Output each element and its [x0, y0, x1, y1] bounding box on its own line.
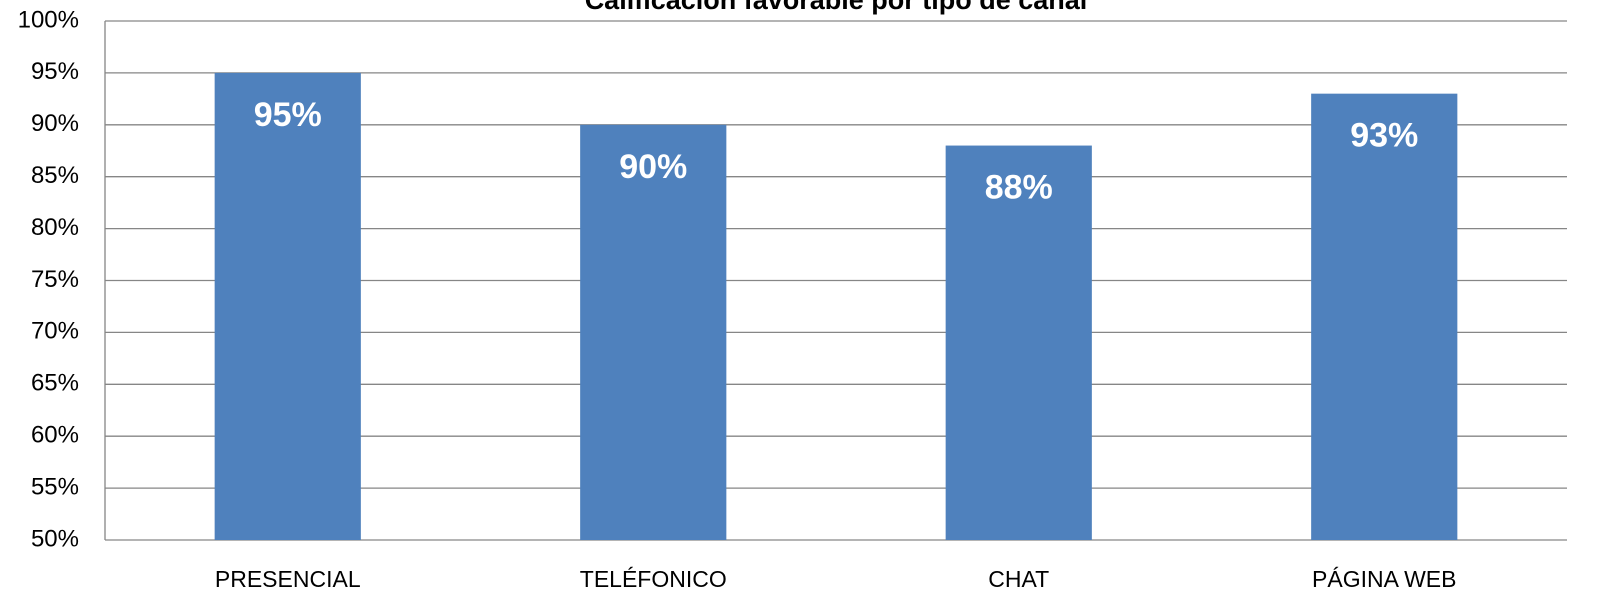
chart-title: Calificación favorable por tipo de canal — [585, 0, 1088, 15]
y-tick-label: 85% — [31, 162, 79, 189]
y-tick-label: 55% — [31, 473, 79, 500]
data-label: 93% — [1350, 117, 1418, 155]
y-tick-label: 50% — [31, 525, 79, 552]
data-label: 95% — [254, 96, 322, 134]
bar — [1311, 93, 1458, 540]
data-label: 90% — [619, 148, 687, 186]
x-tick-label: CHAT — [988, 566, 1049, 592]
y-tick-label: 100% — [18, 6, 79, 33]
bar — [580, 124, 727, 541]
y-tick-label: 95% — [31, 58, 79, 85]
x-tick-label: PÁGINA WEB — [1312, 566, 1456, 592]
y-tick-label: 60% — [31, 422, 79, 449]
x-tick-label: PRESENCIAL — [215, 566, 361, 592]
y-tick-label: 70% — [31, 318, 79, 345]
x-tick-label: TELÉFONICO — [580, 566, 727, 592]
bar — [214, 72, 361, 541]
y-tick-label: 80% — [31, 214, 79, 241]
data-label: 88% — [985, 169, 1053, 207]
y-tick-label: 90% — [31, 110, 79, 137]
y-tick-label: 75% — [31, 266, 79, 293]
bar — [945, 145, 1092, 540]
y-tick-label: 65% — [31, 370, 79, 397]
